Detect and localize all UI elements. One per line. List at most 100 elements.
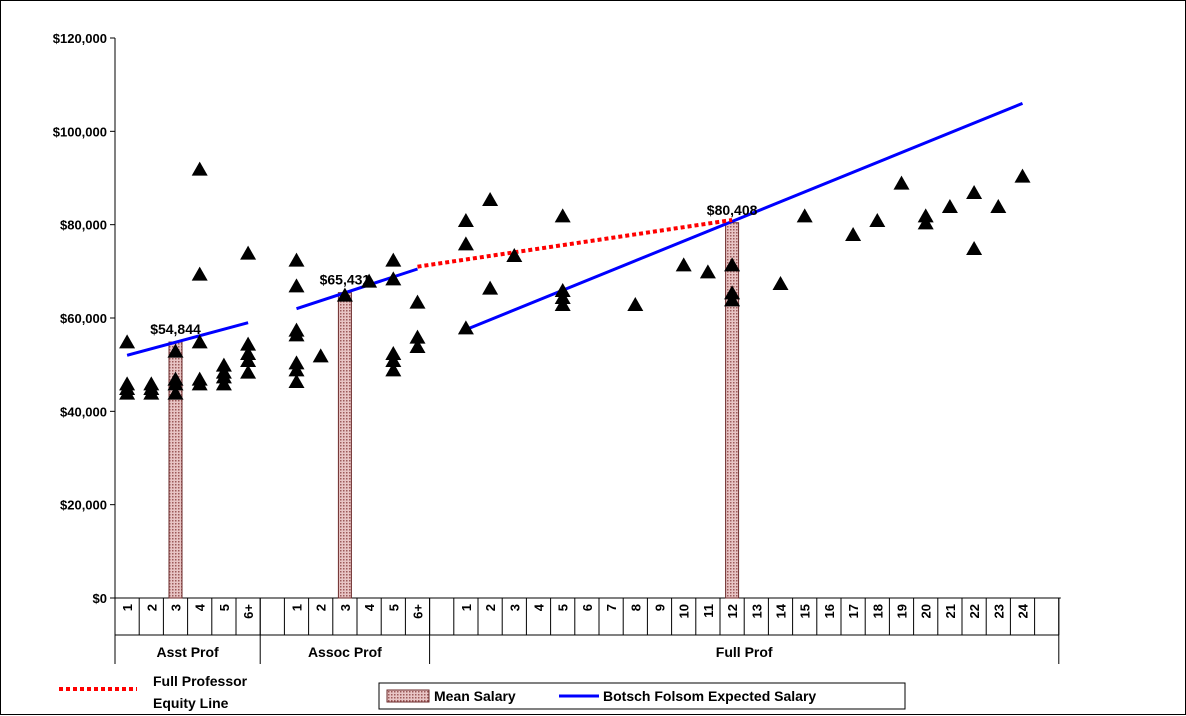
expected-salary-line bbox=[296, 267, 418, 311]
salary-point bbox=[772, 276, 789, 290]
salary-point bbox=[191, 266, 208, 281]
salary-point bbox=[554, 208, 571, 223]
salary-point bbox=[409, 294, 426, 309]
legend-mean-salary-swatch bbox=[386, 689, 430, 703]
salary-point bbox=[288, 278, 305, 293]
salary-point bbox=[191, 334, 208, 349]
salary-point bbox=[796, 208, 813, 223]
salary-point bbox=[1014, 168, 1031, 183]
salary-point bbox=[724, 257, 741, 272]
y-tick-label: $60,000 bbox=[60, 311, 107, 326]
salary-point bbox=[215, 376, 232, 391]
mean-salary-label: $80,408 bbox=[707, 202, 758, 218]
salary-point bbox=[385, 353, 402, 367]
salary-point bbox=[336, 287, 353, 302]
legend-mean-salary-label: Mean Salary bbox=[434, 688, 516, 704]
salary-point bbox=[917, 215, 934, 230]
axes-layer: $0 $20,000 $40,000 $60,000 $80,000 $100,000 $1… bbox=[53, 31, 1061, 664]
x-tick-label: 4 bbox=[532, 603, 547, 611]
salary-point bbox=[893, 175, 910, 190]
salary-point bbox=[966, 185, 983, 199]
salary-point bbox=[240, 364, 257, 379]
x-tick-label: 7 bbox=[604, 604, 619, 611]
x-tick-label: 5 bbox=[386, 604, 401, 611]
x-tick-label: 12 bbox=[725, 604, 740, 618]
salary-point bbox=[240, 353, 257, 367]
y-tick-label: $100,000 bbox=[53, 124, 107, 139]
legend-equity-line-label-2: Equity Line bbox=[153, 695, 229, 711]
legend-equity-line-label-1: Full Professor bbox=[153, 673, 248, 689]
x-tick-label: 11 bbox=[701, 604, 716, 618]
salary-point bbox=[506, 248, 523, 262]
y-tick-label: $120,000 bbox=[53, 31, 107, 46]
salary-point bbox=[240, 336, 257, 351]
salary-point bbox=[288, 374, 305, 388]
x-tick-label: 16 bbox=[822, 604, 837, 618]
salary-point bbox=[191, 376, 208, 391]
x-tick-label: 2 bbox=[483, 604, 498, 611]
salary-point bbox=[240, 245, 257, 260]
salary-point bbox=[167, 343, 184, 358]
salary-point bbox=[966, 241, 983, 255]
salary-point bbox=[119, 385, 136, 400]
x-tick-label: 5 bbox=[217, 604, 232, 611]
x-tick-label: 3 bbox=[338, 604, 353, 611]
legend-box bbox=[378, 682, 906, 710]
legend-layer: Full Professor Equity Line Mean Salary Bots… bbox=[59, 673, 906, 711]
x-group-label: Full Prof bbox=[716, 644, 773, 660]
x-tick-label: 15 bbox=[798, 604, 813, 618]
salary-point bbox=[699, 264, 716, 279]
salary-point bbox=[457, 236, 474, 251]
mean-salary-bar bbox=[337, 292, 352, 599]
mean-salary-label: $65,431 bbox=[320, 272, 371, 288]
salary-point bbox=[361, 273, 378, 288]
x-tick-label: 22 bbox=[967, 604, 982, 618]
x-tick-label: 2 bbox=[314, 604, 329, 611]
salary-point bbox=[482, 280, 499, 295]
x-tick-label: 10 bbox=[677, 604, 692, 618]
x-tick-label: 24 bbox=[1016, 603, 1031, 618]
mean-salary-label: $54,844 bbox=[150, 321, 201, 337]
salary-point bbox=[385, 252, 402, 267]
x-tick-label: 19 bbox=[895, 604, 910, 618]
salary-point bbox=[288, 252, 305, 267]
y-tick-label: $80,000 bbox=[60, 218, 107, 233]
salary-point bbox=[845, 227, 862, 241]
salary-point bbox=[457, 320, 474, 335]
x-group-label: Assoc Prof bbox=[308, 644, 382, 660]
salary-point bbox=[675, 257, 692, 272]
x-group-label: Asst Prof bbox=[156, 644, 219, 660]
x-tick-label: 17 bbox=[846, 604, 861, 618]
labels-layer: $54,844 $65,431 $80,408 bbox=[150, 202, 757, 337]
x-tick-label: 6+ bbox=[241, 604, 256, 619]
y-tick-label: $40,000 bbox=[60, 404, 107, 419]
x-tick-label: 20 bbox=[919, 604, 934, 618]
x-tick-label: 21 bbox=[943, 604, 958, 618]
salary-point bbox=[385, 271, 402, 286]
x-tick-label: 23 bbox=[991, 604, 1006, 618]
y-tick-label: $0 bbox=[93, 591, 107, 606]
x-tick-label: 9 bbox=[653, 604, 668, 611]
expected-salary-line bbox=[126, 321, 249, 357]
salary-point bbox=[119, 334, 136, 349]
salary-point bbox=[409, 339, 426, 353]
salary-point bbox=[167, 376, 184, 391]
salary-point bbox=[724, 292, 741, 307]
x-tick-label: 5 bbox=[556, 604, 571, 611]
x-tick-label: 14 bbox=[774, 603, 789, 618]
salary-point bbox=[191, 161, 208, 176]
x-tick-label: 1 bbox=[120, 604, 135, 611]
x-tick-label: 13 bbox=[749, 604, 764, 618]
legend-expected-salary-label: Botsch Folsom Expected Salary bbox=[603, 688, 816, 704]
x-tick-label: 4 bbox=[193, 603, 208, 611]
salary-point bbox=[143, 385, 160, 400]
x-tick-label: 1 bbox=[290, 604, 305, 611]
salary-point bbox=[288, 362, 305, 377]
x-tick-label: 18 bbox=[870, 604, 885, 618]
y-tick-label: $20,000 bbox=[60, 498, 107, 513]
mean-salary-bar bbox=[725, 222, 740, 599]
salary-point bbox=[941, 199, 958, 213]
points-layer bbox=[119, 161, 1031, 400]
